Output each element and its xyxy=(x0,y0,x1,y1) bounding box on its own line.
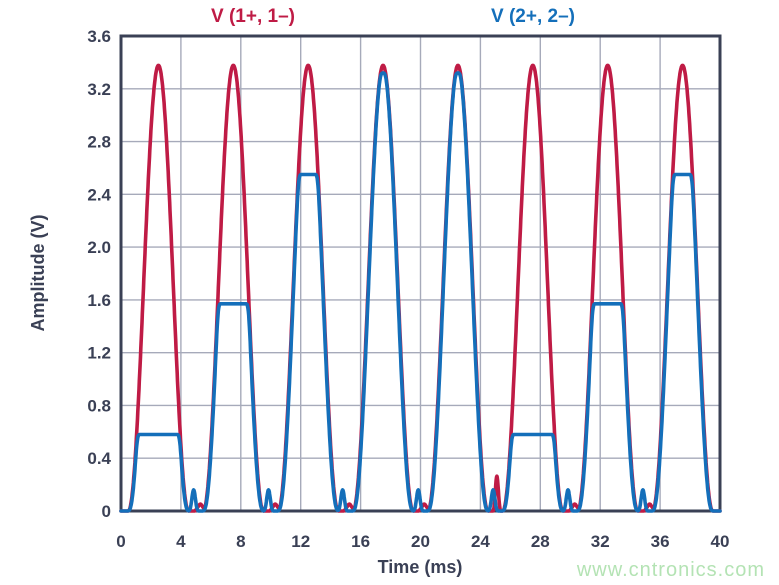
y-tick-label: 1.6 xyxy=(87,291,111,310)
watermark: www.cntronics.com xyxy=(576,559,765,581)
x-axis-tick-labels: 0 4 8 12 16 20 24 28 32 36 40 xyxy=(116,532,729,551)
legend-entry-v1: V (1+, 1–) xyxy=(211,6,295,27)
y-tick-label: 3.6 xyxy=(87,27,111,46)
y-tick-label: 0.8 xyxy=(87,396,111,415)
x-tick-label: 32 xyxy=(591,532,610,551)
y-tick-label: 2.8 xyxy=(87,133,111,152)
x-tick-label: 28 xyxy=(531,532,550,551)
x-tick-label: 12 xyxy=(291,532,310,551)
x-axis-title: Time (ms) xyxy=(378,557,463,577)
x-tick-label: 36 xyxy=(651,532,670,551)
x-tick-label: 20 xyxy=(411,532,430,551)
y-tick-label: 1.2 xyxy=(87,344,111,363)
y-tick-label: 2.4 xyxy=(87,185,111,204)
x-tick-label: 0 xyxy=(116,532,125,551)
y-tick-label: 0 xyxy=(102,502,111,521)
x-tick-label: 24 xyxy=(471,532,490,551)
y-tick-label: 0.4 xyxy=(87,449,111,468)
waveform-traces xyxy=(119,63,722,513)
x-tick-label: 8 xyxy=(236,532,245,551)
y-axis-title: Amplitude (V) xyxy=(28,215,48,332)
x-tick-label: 16 xyxy=(351,532,370,551)
y-tick-label: 2.0 xyxy=(87,238,111,257)
y-tick-label: 3.2 xyxy=(87,80,111,99)
x-tick-label: 40 xyxy=(711,532,730,551)
trace-v2 xyxy=(119,71,722,513)
legend-entry-v2: V (2+, 2–) xyxy=(491,6,575,27)
x-tick-label: 4 xyxy=(176,532,186,551)
y-axis-tick-labels: 0 0.4 0.8 1.2 1.6 2.0 2.4 2.8 3.2 3.6 xyxy=(87,27,111,521)
